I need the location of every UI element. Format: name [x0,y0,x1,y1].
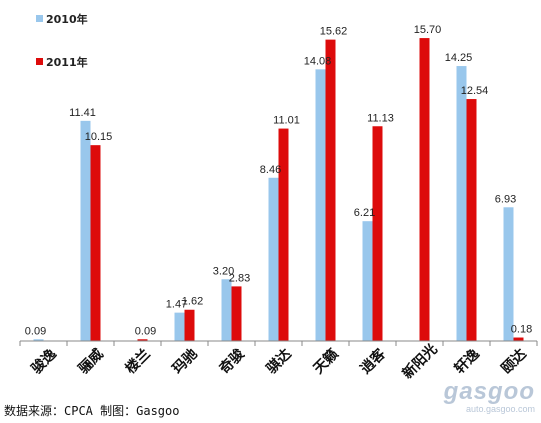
value-label: 1.47 [166,299,187,311]
value-label: 15.62 [320,26,348,38]
category-label: 颐达 [498,345,530,377]
legend-item-2010: 2010年 [36,11,88,27]
value-label: 11.41 [69,107,96,119]
bar-2011 [137,339,148,341]
legend-swatch-2010 [36,15,43,22]
category-label: 新阳光 [399,340,441,382]
category-label: 玛驰 [170,346,201,377]
legend-swatch-2011 [36,58,43,65]
category-labels-layer: 骏逸 骊威 楼兰 玛驰 奇骏 骐达 天籁 逍客 新阳光 轩逸 颐达 [28,340,530,382]
category-label: 轩逸 [451,345,483,377]
bar-2011 [231,286,242,341]
category-label: 奇骏 [216,345,249,378]
value-label: 14.08 [304,55,332,67]
bar-2010 [174,312,185,341]
category-label: 楼兰 [122,345,154,377]
value-label: 1.62 [182,296,203,308]
value-label: 2.83 [229,272,250,284]
bar-2010 [221,279,232,341]
bar-2010 [268,177,279,341]
value-label: 10.15 [85,131,113,143]
value-labels-layer: 0.09 11.41 10.15 0.09 1.471.62 3.202.83 8.46 11… [25,24,532,337]
bar-2010 [456,66,467,341]
bar-2011 [466,99,477,342]
bar-2011 [90,145,101,341]
value-label: 11.13 [367,112,394,124]
bar-2010 [503,207,514,341]
watermark-logo: gasgoo [443,378,535,405]
legend-label-2010: 2010年 [46,13,88,26]
bar-2011 [372,126,383,341]
value-label: 6.93 [495,193,516,205]
value-label: 3.20 [213,265,234,277]
value-label: 14.25 [445,52,473,64]
watermark-url: auto.gasgoo.com [465,404,535,414]
bar-2011 [325,39,336,341]
legend-item-2011: 2011年 [36,54,88,70]
bar-2011 [184,309,195,341]
value-label: 12.54 [461,85,489,97]
bar-2010 [315,69,326,342]
value-label: 8.46 [260,164,281,176]
value-label: 11.01 [273,115,300,127]
source-note: 数据来源：CPCA 制图：Gasgoo [4,404,180,418]
gasgoo-watermark: gasgoo auto.gasgoo.com [443,378,535,415]
value-label: 0.09 [25,325,46,337]
value-label: 0.09 [135,325,156,337]
x-ticks-layer [19,341,538,346]
category-label: 骊威 [75,345,107,377]
category-label: 骏逸 [28,345,60,377]
bar-2010 [362,221,373,341]
value-label: 0.18 [511,324,532,336]
bar-2011 [419,38,430,342]
bars-layer [33,38,524,342]
bar-2011 [513,337,524,341]
category-label: 骐达 [263,345,295,377]
value-label: 6.21 [354,207,375,219]
value-label: 15.70 [414,24,442,36]
legend-label-2011: 2011年 [46,56,88,69]
bar-2011 [278,128,289,341]
bar-2010 [33,339,44,341]
bar-2010 [80,120,91,341]
category-label: 天籁 [310,345,342,377]
category-label: 逍客 [357,345,390,378]
